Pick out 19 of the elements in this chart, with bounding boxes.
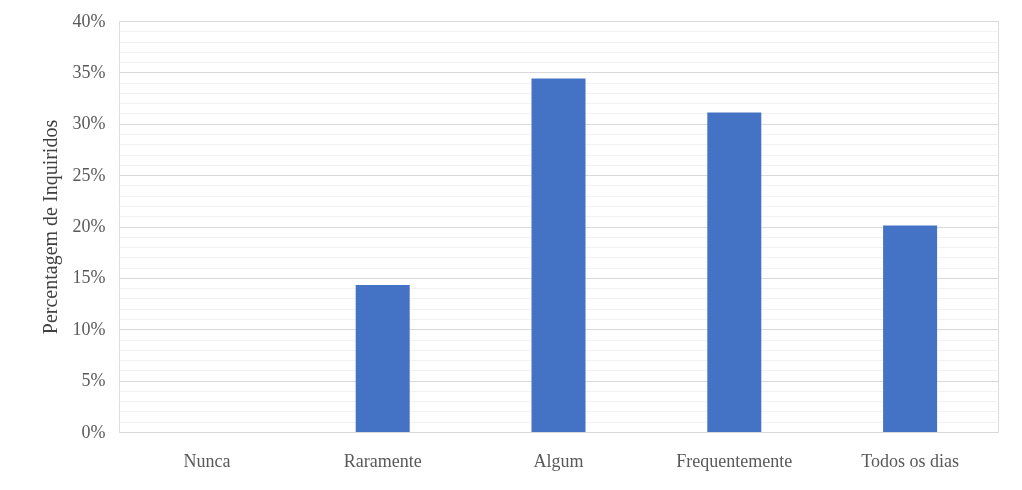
y-tick-label: 10%: [72, 318, 106, 339]
bar: [531, 78, 586, 432]
y-tick-label: 30%: [72, 113, 106, 134]
y-tick-label: 5%: [81, 370, 106, 391]
x-tick-label: Todos os dias: [861, 450, 959, 471]
x-tick-label: Raramente: [343, 450, 422, 471]
y-tick-label: 25%: [72, 164, 106, 185]
x-tick-label: Algum: [533, 450, 584, 471]
x-tick-label: Frequentemente: [676, 450, 793, 471]
bar: [707, 112, 762, 432]
y-tick-label: 15%: [72, 267, 106, 288]
x-tick-label: Nunca: [183, 450, 231, 471]
y-axis-title: Percentagem de Inquiridos: [38, 119, 62, 335]
bar: [883, 225, 938, 432]
y-tick-label: 20%: [72, 216, 106, 236]
y-tick-label: 35%: [72, 61, 106, 82]
y-tick-label: 0%: [81, 421, 106, 442]
bar: [355, 285, 410, 432]
y-tick-label: 40%: [72, 10, 106, 31]
